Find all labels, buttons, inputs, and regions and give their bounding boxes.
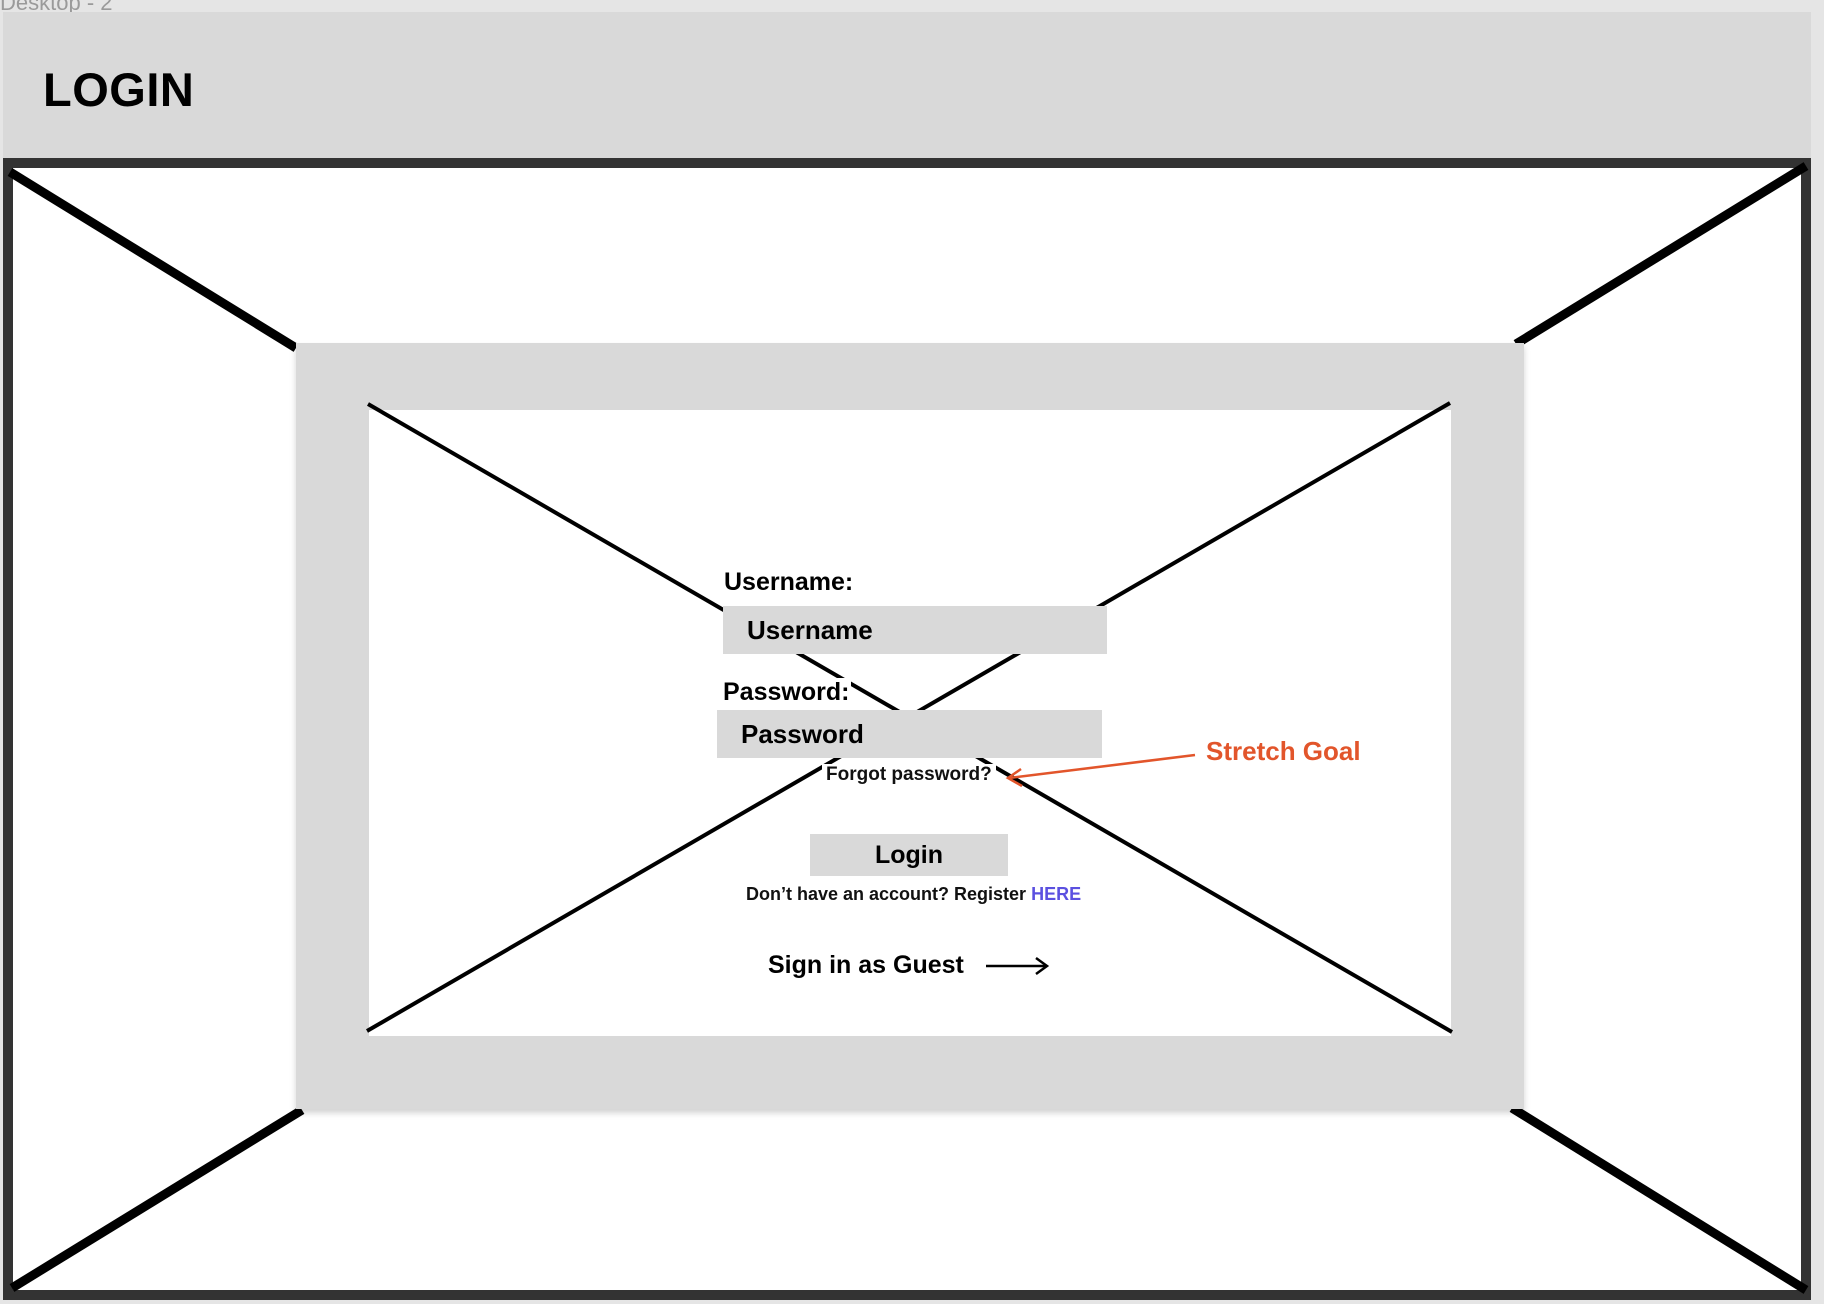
username-label: Username: xyxy=(722,568,856,597)
username-input[interactable]: Username xyxy=(723,606,1107,654)
login-button[interactable]: Login xyxy=(810,834,1008,876)
stretch-goal-annotation: Stretch Goal xyxy=(1206,736,1361,766)
arrow-right-icon xyxy=(985,956,1050,975)
page-title: LOGIN xyxy=(43,63,195,116)
password-label: Password: xyxy=(721,678,852,707)
guest-signin-label: Sign in as Guest xyxy=(768,951,964,979)
frame-label: Desktop - 2 xyxy=(0,0,113,15)
forgot-password-link[interactable]: Forgot password? xyxy=(822,764,996,786)
register-link[interactable]: HERE xyxy=(1031,884,1082,904)
register-prompt: Don’t have an account? Register HERE xyxy=(742,884,1086,905)
header-bar: LOGIN xyxy=(3,12,1811,158)
guest-signin-button[interactable]: Sign in as Guest xyxy=(768,951,1050,980)
password-input[interactable]: Password xyxy=(717,710,1102,758)
register-prompt-text: Don’t have an account? Register xyxy=(746,884,1027,904)
